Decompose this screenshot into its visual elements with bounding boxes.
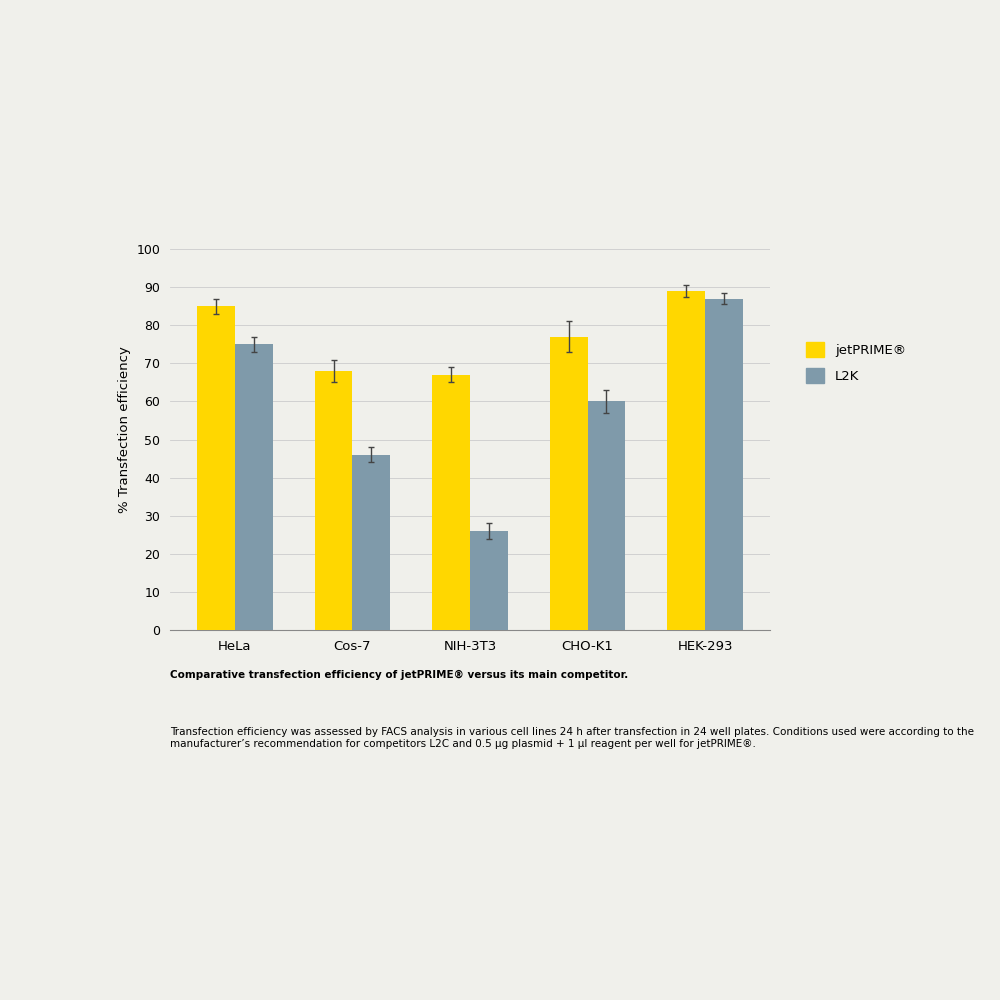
Bar xyxy=(197,306,235,630)
Text: Comparative transfection efficiency of jetPRIME® versus its main competitor.: Comparative transfection efficiency of j… xyxy=(170,670,628,680)
Bar xyxy=(705,299,743,630)
Bar xyxy=(588,401,625,630)
Bar xyxy=(315,371,352,630)
Bar xyxy=(550,337,588,630)
Bar xyxy=(352,455,390,630)
Bar xyxy=(470,531,508,630)
Text: Transfection efficiency was assessed by FACS analysis in various cell lines 24 h: Transfection efficiency was assessed by … xyxy=(170,727,974,749)
Bar xyxy=(235,344,273,630)
Y-axis label: % Transfection efficiency: % Transfection efficiency xyxy=(118,347,131,513)
Legend: jetPRIME®, L2K: jetPRIME®, L2K xyxy=(801,337,911,388)
Bar xyxy=(667,291,705,630)
Bar xyxy=(432,375,470,630)
